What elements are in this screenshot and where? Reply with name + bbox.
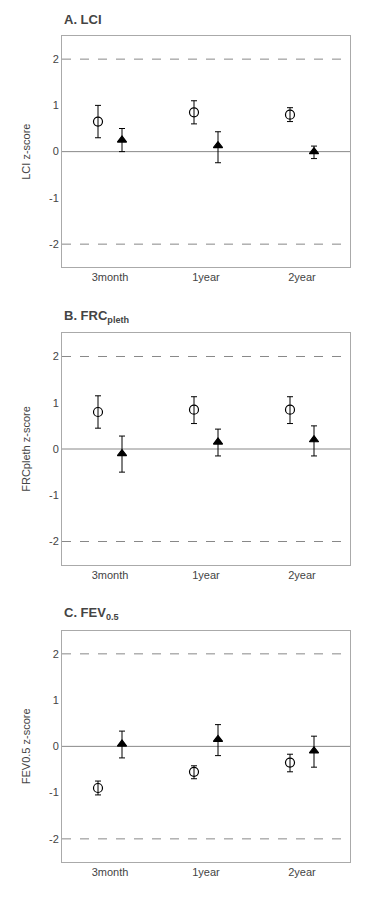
svg-text:1: 1 [53,99,59,111]
svg-text:B. FRC​pleth​: B. FRC​pleth​ [64,308,129,325]
svg-text:1year: 1year [192,866,220,878]
svg-text:LCI z-score: LCI z-score [20,124,32,180]
svg-text:A. LCI: A. LCI [64,12,102,27]
svg-text:-2: -2 [49,535,59,547]
svg-text:0: 0 [53,740,59,752]
svg-text:2year: 2year [288,866,316,878]
svg-text:1year: 1year [192,569,220,581]
svg-text:1: 1 [53,397,59,409]
svg-text:0: 0 [53,145,59,157]
svg-text:3month: 3month [92,569,129,581]
svg-text:2: 2 [53,648,59,660]
svg-text:-2: -2 [49,238,59,250]
svg-text:2: 2 [53,350,59,362]
svg-text:-2: -2 [49,833,59,845]
svg-text:C. FEV​0.5​: C. FEV​0.5​ [64,605,119,622]
svg-text:1year: 1year [192,271,220,283]
svg-text:2year: 2year [288,271,316,283]
svg-text:2year: 2year [288,569,316,581]
svg-text:FEV0.5 z-score: FEV0.5 z-score [20,708,32,784]
svg-text:-1: -1 [49,489,59,501]
svg-text:3month: 3month [92,866,129,878]
svg-text:-1: -1 [49,192,59,204]
svg-text:FRCpleth z-score: FRCpleth z-score [20,406,32,492]
svg-text:0: 0 [53,443,59,455]
svg-text:2: 2 [53,53,59,65]
svg-text:-1: -1 [49,786,59,798]
svg-text:1: 1 [53,694,59,706]
svg-text:3month: 3month [92,271,129,283]
